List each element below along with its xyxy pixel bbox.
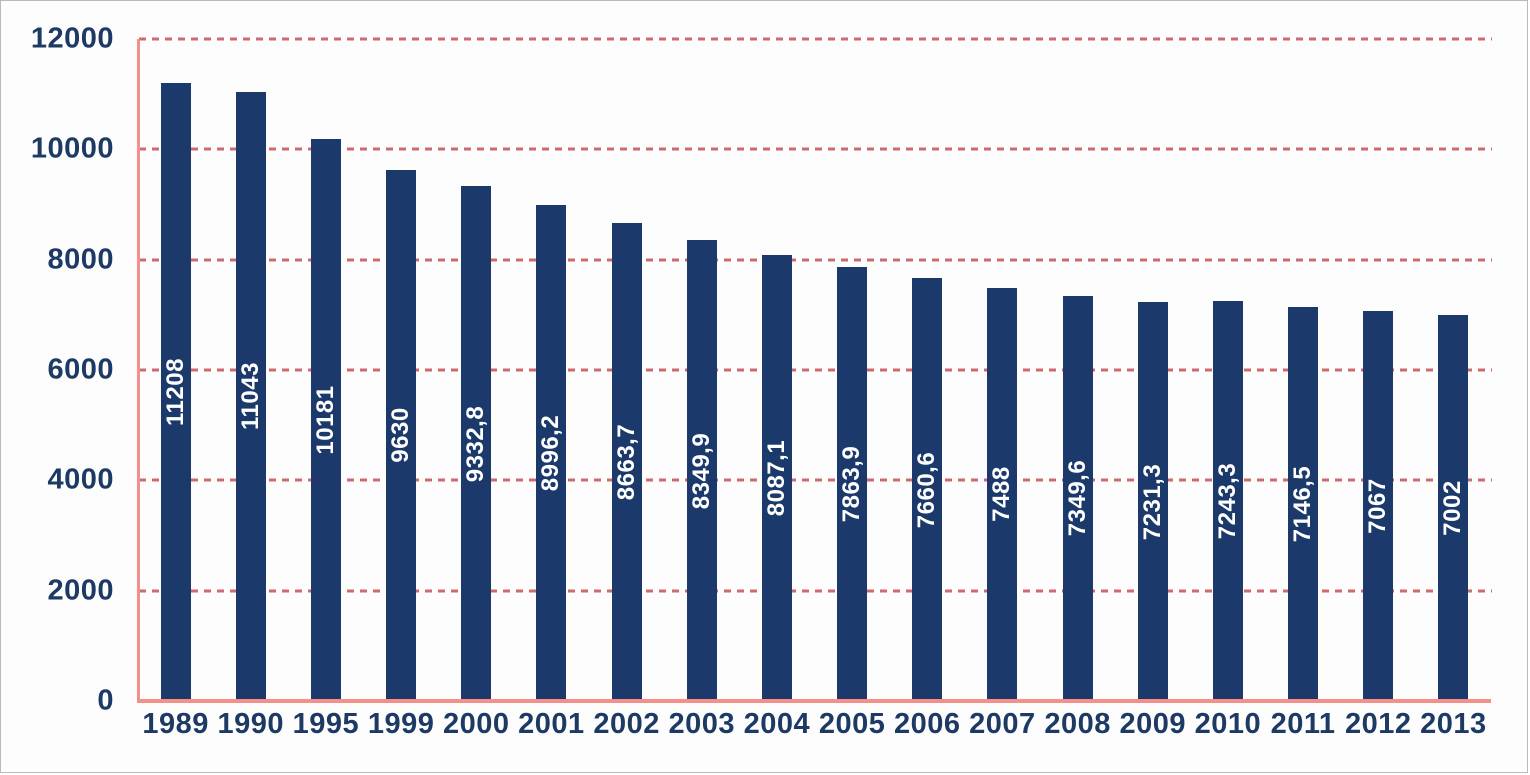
gridline-6000 [139,368,1492,372]
x-axis-tick-label: 2009 [1119,708,1187,740]
bar-value-label: 7146,5 [1289,465,1317,543]
bar-2009: 7231,3 [1137,302,1168,701]
gridline-12000 [139,37,1492,41]
bar-value-label: 7231,3 [1138,463,1166,540]
bar-2013: 7002 [1438,314,1469,701]
x-axis-tick-label: 2007 [969,708,1036,740]
x-axis-tick-label: 2011 [1270,708,1336,740]
gridline-4000 [139,478,1492,482]
bar-value-label: 7863,9 [838,445,866,523]
bar-1990: 11043 [235,91,266,701]
x-axis-tick-label: 2004 [743,708,811,740]
x-axis-tick-label: 2005 [818,708,886,740]
y-axis-tick-label: 8000 [47,243,114,276]
x-axis-tick-label: 2000 [442,708,510,740]
bar-value-label: 7488 [988,466,1016,523]
x-axis-tick-label: 1995 [292,708,360,740]
bar-value-label: 11043 [236,362,264,431]
y-axis-tick-label: 12000 [30,22,114,55]
gridline-10000 [139,147,1492,151]
bar-2000: 9332,8 [461,186,492,701]
bar-value-label: 8663,7 [612,423,640,501]
bar-2005: 7863,9 [837,267,868,701]
y-axis-tick-label: 4000 [47,463,114,496]
bar-value-label: 7349,6 [1063,460,1091,537]
bar-2011: 7146,5 [1288,306,1319,701]
bar-2012: 7067 [1363,311,1394,701]
bar-value-label: 9332,8 [462,405,490,482]
bar-value-label: 7002 [1439,480,1467,536]
x-axis-tick-label: 1999 [367,708,435,740]
x-axis-tick-label: 2006 [893,708,961,740]
bar-value-label: 9630 [387,407,415,464]
bar-value-label: 8349,9 [687,432,715,509]
bar-1995: 10181 [310,139,341,701]
bar-value-label: 7660,6 [913,451,941,528]
bar-value-label: 11208 [161,357,189,426]
gridline-2000 [139,589,1492,593]
x-axis-tick-label: 2003 [668,708,736,740]
bar-2008: 7349,6 [1062,295,1093,701]
bar-2003: 8349,9 [686,240,717,701]
bar-2010: 7243,3 [1212,301,1243,701]
x-axis-tick-label: 2001 [518,708,585,740]
x-axis-tick-label: 2012 [1344,708,1412,740]
y-axis-line [137,39,140,701]
x-axis-tick-label: 2002 [593,708,660,740]
y-axis-tick-label: 10000 [30,132,114,165]
y-axis-tick-label: 2000 [47,574,114,607]
bar-1999: 9630 [386,169,417,701]
y-axis-tick-label: 6000 [47,353,114,386]
bar-value-label: 10181 [311,385,339,455]
x-axis-tick-label: 1989 [142,708,209,740]
bar-value-label: 8996,2 [537,414,565,492]
x-axis-line [137,699,1491,703]
plot-area: 11208 11043 10181 9630 9332,8 8996,2 8663,7 834… [137,37,1492,703]
y-axis-tick-label: 0 [97,684,114,717]
bar-value-label: 7067 [1364,478,1392,534]
bar-value-label: 8087,1 [762,439,790,517]
x-axis-tick-label: 2010 [1194,708,1262,740]
bar-1989: 11208 [160,82,191,701]
x-axis-tick-label: 2008 [1044,708,1111,740]
bar-2006: 7660,6 [912,278,943,701]
gridline-8000 [139,258,1492,262]
x-axis-tick-label: 1990 [217,708,285,740]
bar-2004: 8087,1 [761,254,792,701]
x-axis-tick-label: 2013 [1420,708,1487,740]
bar-2007: 7488 [987,287,1018,701]
bar-2002: 8663,7 [611,223,642,701]
bar-value-label: 7243,3 [1213,463,1241,540]
bar-2001: 8996,2 [536,204,567,701]
